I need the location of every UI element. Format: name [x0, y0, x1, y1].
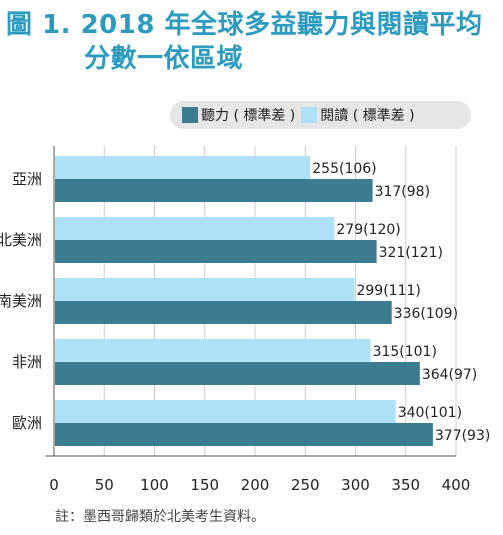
data-label-listening: 317(98) [375, 184, 430, 200]
data-label-reading: 255(106) [312, 161, 376, 177]
bar-listening [55, 362, 420, 385]
footnote: 註：墨西哥歸類於北美考生資料。 [55, 509, 265, 525]
data-label-listening: 336(109) [394, 306, 458, 322]
legend: 聽力 ( 標準差 ) 閱讀 ( 標準差 ) [170, 101, 471, 129]
x-tick-label: 100 [140, 476, 169, 494]
x-tick-label: 400 [442, 476, 471, 494]
chart-title: 圖 1. 2018 年全球多益聽力與閱讀平均 分數一依區域 [6, 8, 483, 76]
legend-swatch-listening [182, 107, 198, 123]
data-label-listening: 321(121) [379, 245, 443, 261]
x-tick-label: 50 [95, 476, 114, 494]
legend-item-listening: 聽力 ( 標準差 ) [182, 105, 295, 125]
data-label-reading: 315(101) [373, 344, 437, 360]
data-label-listening: 377(93) [435, 428, 490, 444]
bar-reading [55, 400, 396, 423]
x-tick-label: 150 [190, 476, 219, 494]
category-label: 歐洲 [12, 414, 42, 432]
data-label-reading: 279(120) [336, 222, 400, 238]
category-label: 北美洲 [0, 231, 42, 249]
bar-reading [55, 217, 335, 240]
legend-label-reading: 閱讀 ( 標準差 ) [320, 108, 415, 124]
category-label: 亞洲 [12, 170, 42, 188]
category-label: 非洲 [12, 353, 42, 371]
legend-swatch-reading [301, 107, 318, 123]
bar-reading [55, 339, 371, 362]
x-tick-label: 350 [391, 476, 420, 494]
bar-listening [55, 240, 377, 263]
x-tick-label: 200 [241, 476, 270, 494]
data-label-reading: 340(101) [398, 405, 462, 421]
bar-listening [55, 301, 392, 324]
legend-label-listening: 聽力 ( 標準差 ) [201, 108, 296, 124]
x-tick-label: 250 [291, 476, 320, 494]
bar-listening [55, 423, 433, 446]
bar-reading [55, 278, 355, 301]
legend-item-reading: 閱讀 ( 標準差 ) [301, 105, 415, 125]
bar-reading [55, 156, 311, 179]
x-tick-label: 300 [341, 476, 370, 494]
category-label: 南美洲 [0, 292, 42, 310]
bar-listening [55, 179, 373, 202]
data-label-listening: 364(97) [422, 367, 477, 383]
title-line-1: 圖 1. 2018 年全球多益聽力與閱讀平均 [6, 10, 483, 40]
title-line-2: 分數一依區域 [84, 44, 244, 74]
data-label-reading: 299(111) [356, 283, 420, 299]
x-tick-label: 0 [49, 476, 59, 494]
